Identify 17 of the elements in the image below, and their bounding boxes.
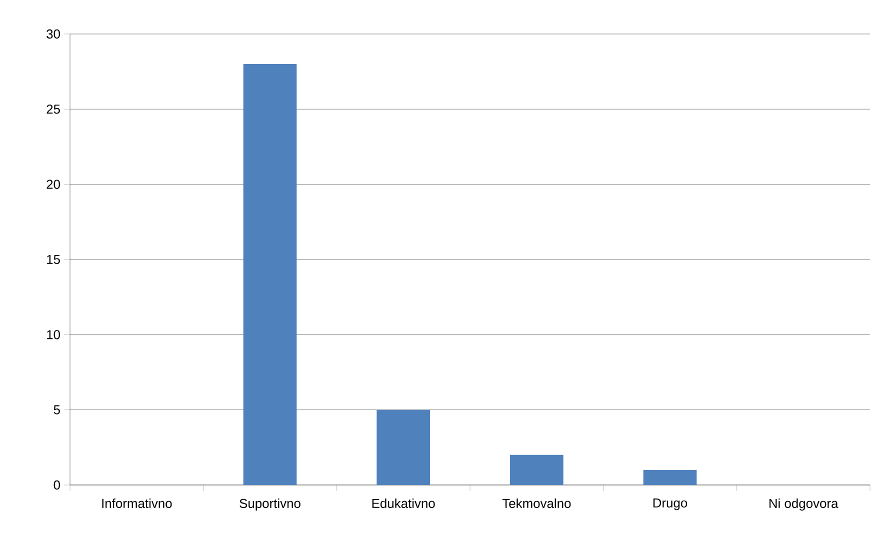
- x-tick-label: Ni odgovora: [769, 498, 838, 511]
- y-tick-label: 15: [47, 254, 60, 264]
- x-tick-label: Drugo: [653, 498, 688, 510]
- y-tick-label: 20: [46, 180, 60, 189]
- x-tick-label: Tekmovalno: [502, 498, 571, 508]
- bar: [243, 64, 297, 485]
- bar: [643, 470, 697, 485]
- bar: [510, 454, 564, 485]
- x-tick-label: Informativno: [102, 498, 172, 508]
- y-tick-label: 25: [46, 104, 60, 114]
- y-tick-label: 10: [47, 330, 60, 340]
- x-tick-label: Edukativno: [372, 498, 435, 508]
- y-tick-label: 5: [54, 405, 60, 414]
- x-tick-label: Suportivno: [240, 498, 300, 511]
- y-tick-label: 0: [54, 480, 60, 490]
- y-tick-label: 30: [46, 29, 60, 39]
- bar: [376, 410, 430, 485]
